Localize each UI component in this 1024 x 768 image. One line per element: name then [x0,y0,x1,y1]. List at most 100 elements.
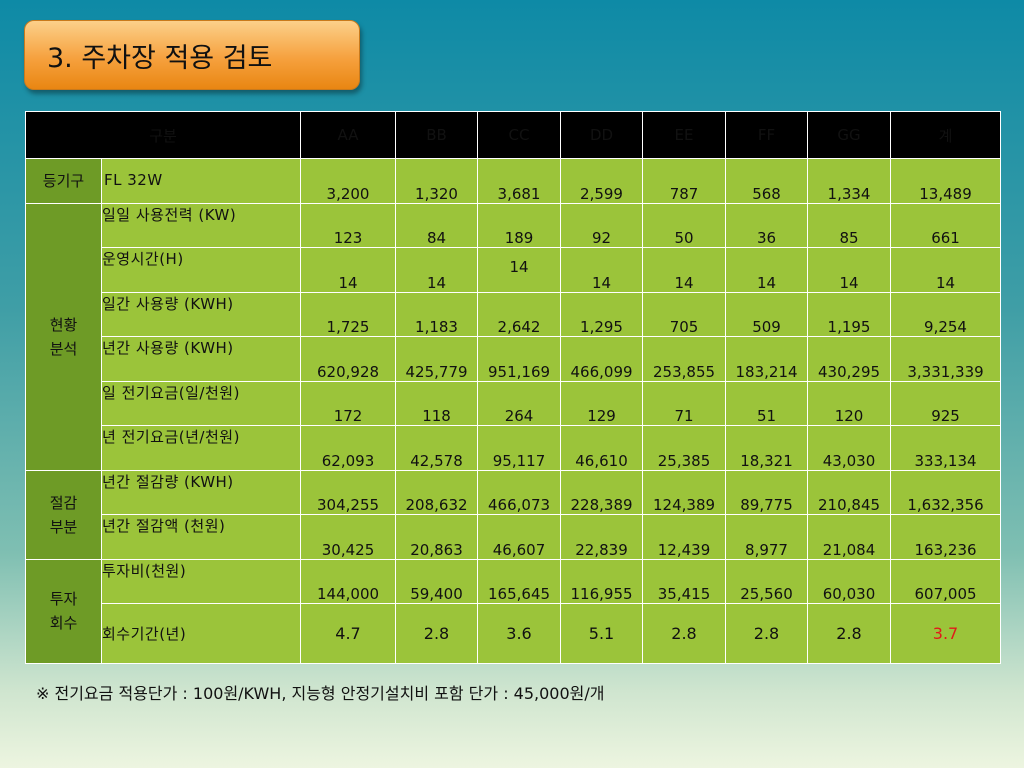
cell-value: 1,295 [560,291,644,337]
cell-value: 333,134 [890,425,1002,471]
cell-value: 425,779 [395,336,479,382]
cell-value: 123 [300,202,397,248]
cell-value: 14 [890,247,1002,293]
footnote: ※ 전기요금 적용단가 : 100원/KWH, 지능형 안정기설치비 포함 단가… [36,684,605,703]
row-label: 운영시간(H) [100,247,302,293]
cell-value: 22,839 [560,514,644,560]
cell-value: 14 [560,247,644,293]
cell-value: 3.6 [477,603,562,664]
cell-value: 14 [725,247,809,293]
group-status-analysis: 현황 분석 [25,202,102,471]
table-row: 회수기간(년) 4.7 2.8 3.6 5.1 2.8 2.8 2.8 3.7 [26,603,1002,664]
cell-value: 12,439 [642,514,727,560]
cell-value: 5.1 [560,603,644,664]
cell-value: 208,632 [395,469,479,515]
cell-value: 607,005 [890,558,1002,604]
cell-value: 43,030 [807,425,892,471]
cell-value: 165,645 [477,558,562,604]
cell-value: 183,214 [725,336,809,382]
cell-value: 189 [477,202,562,248]
cell-value: 46,610 [560,425,644,471]
header-cell-bb: BB [395,111,479,159]
header-cell-ee: EE [642,111,727,159]
row-label: 년간 절감액 (천원) [100,514,302,560]
cell-value: 466,099 [560,336,644,382]
cell-value: 661 [890,202,1002,248]
cell-value: 2.8 [395,603,479,664]
cell-value: 50 [642,202,727,248]
cell-value: 116,955 [560,558,644,604]
cell-value: 14 [807,247,892,293]
cell-value: 2,642 [477,291,562,337]
table-row: 년간 절감액 (천원) 30,425 20,863 46,607 22,839 … [26,514,1002,560]
cell-value: 62,093 [300,425,397,471]
cell-value: 430,295 [807,336,892,382]
cell-value: 1,632,356 [890,469,1002,515]
cell-value: 1,334 [807,158,892,204]
row-label: 일일 사용전력 (KW) [100,202,302,248]
group-fixture: 등기구 [25,158,102,204]
cell-value: 509 [725,291,809,337]
table-row: 일 전기요금(일/천원) 172 118 264 129 71 51 120 9… [26,380,1002,426]
cell-value: 304,255 [300,469,397,515]
cell-value: 228,389 [560,469,644,515]
cell-value: 210,845 [807,469,892,515]
row-label: FL 32W [100,158,302,204]
cell-value: 14 [300,247,397,293]
cell-value: 2.8 [725,603,809,664]
table-row: 년간 사용량 (KWH) 620,928 425,779 951,169 466… [26,336,1002,382]
cell-value: 14 [395,247,479,293]
cell-value: 35,415 [642,558,727,604]
cell-value: 71 [642,380,727,426]
cell-value: 129 [560,380,644,426]
row-label: 년 전기요금(년/천원) [100,425,302,471]
cell-value: 9,254 [890,291,1002,337]
row-label: 회수기간(년) [100,603,302,664]
cell-value: 705 [642,291,727,337]
cell-value: 25,560 [725,558,809,604]
cell-value: 2.8 [642,603,727,664]
cell-value: 85 [807,202,892,248]
table-row: 년 전기요금(년/천원) 62,093 42,578 95,117 46,610… [26,425,1002,471]
header-row: 구분 AA BB CC DD EE FF GG 계 [24,111,1002,159]
cell-value: 620,928 [300,336,397,382]
table-row: 절감 부분 년간 절감량 (KWH) 304,255 208,632 466,07… [25,469,1002,560]
table-row: 일간 사용량 (KWH) 1,725 1,183 2,642 1,295 705… [26,291,1002,337]
cell-value: 18,321 [725,425,809,471]
data-table: 구분 AA BB CC DD EE FF GG 계 등기구 FL 32W 3,2… [24,111,1002,664]
cell-value: 25,385 [642,425,727,471]
cell-value: 84 [395,202,479,248]
cell-value: 568 [725,158,809,204]
cell-value: 89,775 [725,469,809,515]
header-cell-cc: CC [477,111,562,159]
cell-value: 120 [807,380,892,426]
page-title: 3. 주차장 적용 검토 [47,42,273,74]
cell-value: 21,084 [807,514,892,560]
cell-value: 253,855 [642,336,727,382]
cell-value: 118 [395,380,479,426]
row-label: 투자비(천원) [100,558,302,604]
row-label: 일간 사용량 (KWH) [100,291,302,337]
cell-value: 46,607 [477,514,562,560]
group-investment-return: 투자 회수 [25,558,102,664]
row-label: 년간 절감량 (KWH) [100,469,302,515]
cell-value: 3,681 [477,158,562,204]
cell-value: 124,389 [642,469,727,515]
header-cell-gg: GG [807,111,892,159]
row-label: 일 전기요금(일/천원) [100,380,302,426]
cell-value: 1,195 [807,291,892,337]
cell-value: 60,030 [807,558,892,604]
cell-value: 13,489 [890,158,1002,204]
cell-value: 925 [890,380,1002,426]
cell-value: 59,400 [395,558,479,604]
cell-value: 163,236 [890,514,1002,560]
cell-value: 51 [725,380,809,426]
cell-value: 95,117 [477,425,562,471]
table-row: 등기구 FL 32W 3,200 1,320 3,681 2,599 787 5… [25,158,1002,204]
table-row: 투자 회수 투자비(천원) 144,000 59,400 165,645 116,… [25,558,1002,664]
cell-value-total-highlight: 3.7 [890,603,1002,664]
cell-value: 1,320 [395,158,479,204]
header-cell-dd: DD [560,111,644,159]
header-cell-total: 계 [890,111,1002,159]
cell-value: 2.8 [807,603,892,664]
